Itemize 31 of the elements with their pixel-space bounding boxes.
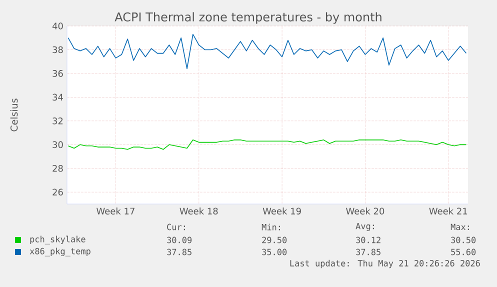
y-tick-label: 30	[52, 141, 63, 148]
y-tick-label: 32	[52, 118, 63, 124]
y-tick-label: 28	[52, 164, 63, 172]
y-tick-label: 36	[52, 70, 63, 77]
y-axis-title: Celsius	[10, 98, 18, 132]
text: 35.00	[262, 248, 287, 256]
legend-label: x86_pkg_temp	[30, 248, 90, 256]
text: 29.50	[262, 236, 287, 244]
y-tick-label: 40	[52, 22, 63, 30]
text: 30.12	[356, 236, 380, 244]
y-tick-label: 34	[52, 94, 63, 101]
line-series	[68, 34, 467, 70]
y-tick-label: 26	[52, 188, 63, 196]
x-tick-label: Week 19	[262, 208, 301, 214]
x-tick-label: Week 20	[346, 208, 384, 214]
text: Avg:	[356, 222, 374, 232]
y-tick-label: 38	[52, 46, 63, 54]
text: 30.50	[451, 236, 476, 244]
text: Last update: Thu May 21 20:26:26 2026	[290, 260, 480, 268]
text: 37.85	[356, 248, 380, 256]
text: 30.09	[167, 236, 192, 244]
text: 55.60	[451, 248, 476, 256]
chart-title: ACPI Thermal zone temperatures - by month	[114, 12, 382, 24]
x-tick-label: Week 17	[96, 208, 134, 214]
text: Max:	[450, 224, 469, 230]
x-tick-label: Week 18	[180, 208, 218, 214]
text: 37.85	[167, 248, 192, 256]
text: Min:	[262, 224, 280, 230]
text: Cur:	[167, 224, 185, 230]
legend-label: pch_skylake	[30, 236, 86, 244]
x-tick-label: Week 21	[429, 208, 468, 214]
